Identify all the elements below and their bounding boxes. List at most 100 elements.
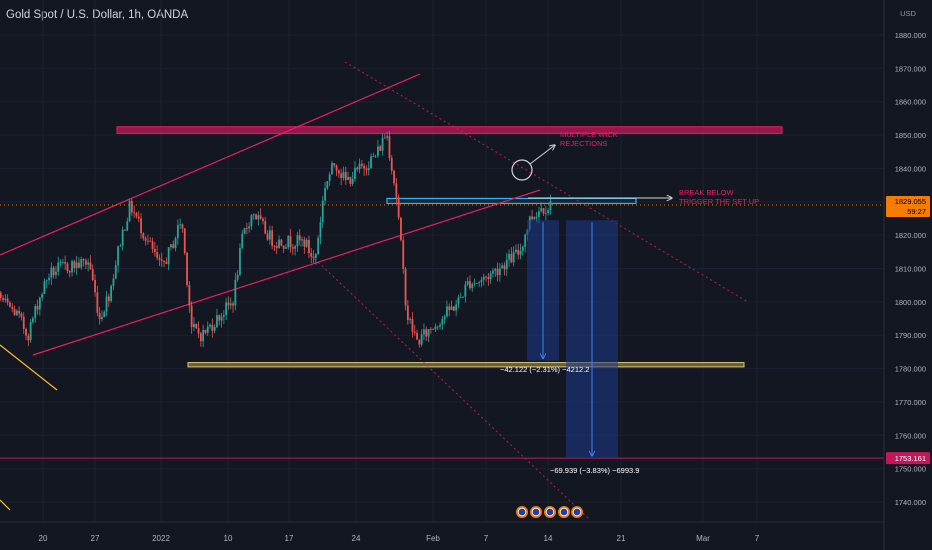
candle-body	[519, 250, 522, 255]
candle-body	[271, 230, 274, 246]
candle-body	[137, 216, 140, 219]
candle-body	[275, 246, 278, 248]
candle-body	[124, 229, 126, 231]
candle-body	[128, 200, 131, 222]
candle-body	[510, 254, 513, 263]
price-tick-label: 1750.000	[895, 465, 926, 474]
candle-body	[156, 251, 159, 258]
candle-body	[533, 216, 536, 220]
candle-body	[363, 165, 366, 169]
candle-body	[112, 278, 115, 286]
candle-body	[496, 268, 499, 276]
candle-body	[466, 281, 469, 285]
candle-body	[291, 247, 294, 249]
time-tick-label: 2022	[152, 534, 170, 543]
candle-body	[487, 277, 490, 280]
candle-body	[331, 163, 333, 175]
price-tick-label: 1820.000	[895, 231, 926, 240]
candle-body	[114, 265, 117, 279]
candle-body	[285, 247, 287, 249]
candle-body	[517, 249, 520, 255]
economic-events[interactable]	[516, 506, 583, 518]
candle-body	[71, 261, 73, 273]
candle-body	[349, 176, 352, 184]
candle-body	[206, 326, 209, 333]
candle-body	[126, 221, 129, 231]
candle-body	[15, 310, 18, 316]
candle-body	[310, 253, 313, 257]
candle-body	[294, 246, 297, 249]
candle-body	[344, 171, 347, 180]
candle-body	[464, 284, 467, 297]
candle-body	[531, 216, 533, 220]
candle-body	[386, 136, 389, 138]
candle-body	[197, 328, 200, 334]
candle-body	[255, 214, 257, 220]
candle-body	[377, 146, 379, 156]
candle-body	[43, 281, 46, 295]
candle-body	[225, 302, 228, 316]
candle-body	[471, 283, 474, 289]
candle-body	[6, 298, 9, 303]
candle-body	[78, 262, 80, 268]
candle-body	[170, 244, 172, 248]
wick-rejection-label: MULTIPLE WICK	[560, 130, 618, 139]
candle-body	[515, 249, 517, 253]
candles	[0, 130, 552, 348]
candle-body	[218, 315, 221, 321]
candle-body	[535, 216, 538, 218]
candle-body	[147, 240, 149, 242]
current-price-badge	[886, 195, 930, 217]
candle-body	[27, 335, 30, 341]
candle-body	[337, 170, 340, 174]
candle-body	[199, 333, 202, 342]
candle-body	[301, 239, 303, 241]
candle-body	[211, 324, 214, 331]
rejection-arrow	[529, 145, 555, 165]
candle-body	[158, 257, 161, 260]
candle-body	[220, 316, 223, 321]
candle-body	[420, 334, 423, 345]
support-zone	[187, 362, 745, 368]
candle-body	[326, 181, 329, 189]
candle-body	[91, 269, 94, 281]
candle-body	[75, 262, 78, 269]
candle-body	[179, 224, 182, 226]
time-tick-label: 14	[544, 534, 553, 543]
candle-body	[409, 319, 412, 321]
price-tick-label: 1760.000	[895, 431, 926, 440]
candle-body	[105, 296, 108, 312]
candle-body	[383, 137, 386, 139]
candle-body	[372, 156, 375, 157]
candle-body	[475, 283, 478, 284]
candle-body	[193, 323, 195, 328]
candle-body	[66, 263, 69, 272]
candle-body	[59, 262, 62, 264]
candle-body	[328, 174, 331, 182]
candle-body	[324, 188, 326, 201]
time-tick-label: 7	[755, 534, 760, 543]
candle-body	[186, 252, 188, 285]
descending-line-upper	[344, 61, 749, 303]
candle-body	[423, 329, 425, 335]
candle-body	[356, 167, 359, 170]
candle-body	[425, 329, 428, 337]
time-tick-label: Mar	[696, 534, 710, 543]
candle-body	[135, 212, 138, 217]
candle-body	[393, 170, 395, 184]
candle-body	[82, 259, 85, 261]
candle-body	[216, 315, 218, 328]
candle-body	[317, 237, 320, 254]
candle-body	[374, 155, 377, 157]
candle-body	[434, 326, 437, 330]
time-tick-label: 17	[285, 534, 294, 543]
candle-body	[335, 165, 338, 171]
candle-body	[282, 245, 285, 249]
candle-body	[149, 240, 152, 242]
rejection-circle	[511, 159, 533, 181]
candle-body	[222, 315, 225, 317]
candle-body	[549, 201, 552, 211]
candle-body	[41, 294, 44, 298]
candle-body	[73, 261, 76, 269]
